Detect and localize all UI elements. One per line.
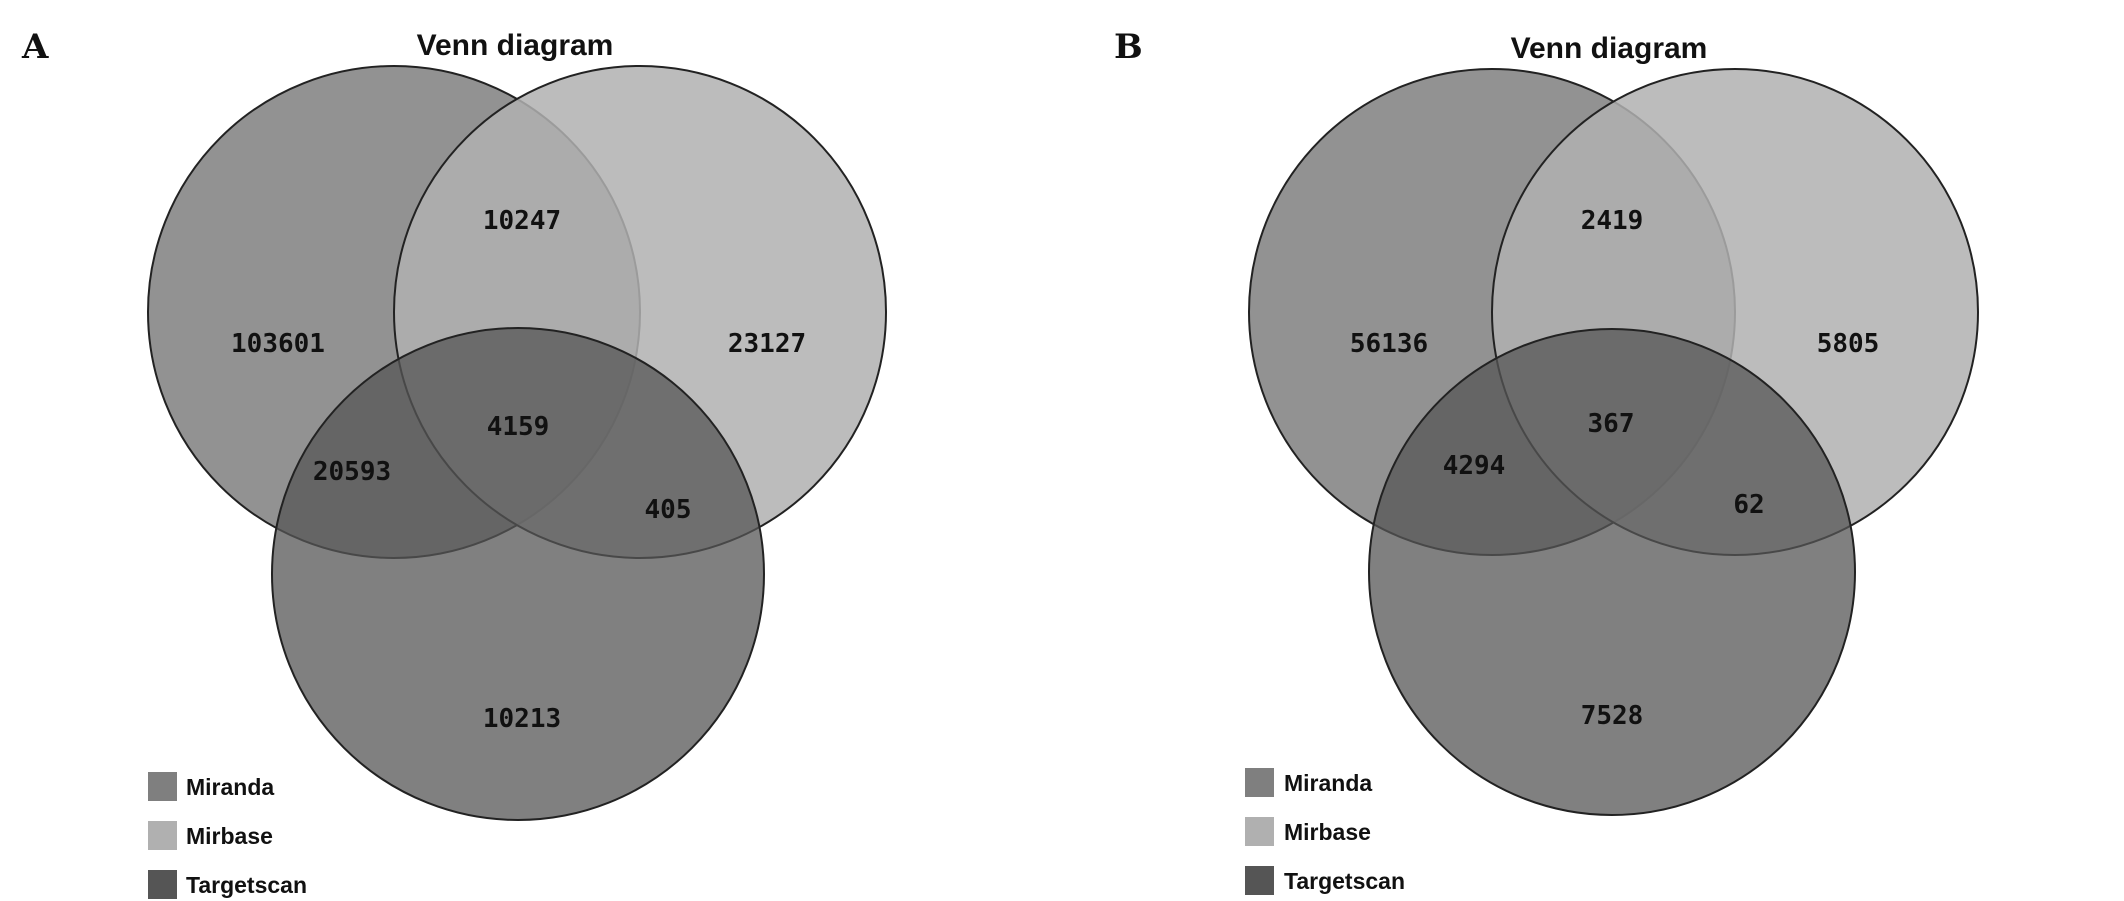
region-targetscan-only: 7528 <box>1581 701 1644 731</box>
region-mirbase-targetscan: 62 <box>1733 490 1764 520</box>
region-targetscan-only: 10213 <box>483 704 561 734</box>
venn-diagram-a: A Venn diagram 103601 23127 10213 10247 … <box>21 27 887 899</box>
legend-swatch-targetscan <box>148 870 177 899</box>
legend-label-targetscan: Targetscan <box>1284 868 1405 894</box>
legend-swatch-mirbase <box>148 821 177 850</box>
panel-label: A <box>21 27 49 67</box>
legend-label-miranda: Miranda <box>186 774 274 800</box>
region-miranda-only: 103601 <box>231 329 325 359</box>
legend-swatch-mirbase <box>1245 817 1274 846</box>
region-all-three: 367 <box>1588 409 1635 439</box>
region-mirbase-only: 23127 <box>728 329 806 359</box>
region-all-three: 4159 <box>487 412 550 442</box>
region-miranda-mirbase: 2419 <box>1581 206 1644 236</box>
region-miranda-only: 56136 <box>1350 329 1428 359</box>
targetscan-circle <box>1368 328 1856 816</box>
legend-swatch-miranda <box>1245 768 1274 797</box>
legend-label-targetscan: Targetscan <box>186 872 307 898</box>
venn-panel-b: B Venn diagram 56136 5805 7528 2419 4294… <box>1062 0 2124 901</box>
venn-diagram-b: B Venn diagram 56136 5805 7528 2419 4294… <box>1114 27 1979 895</box>
targetscan-circle <box>271 327 765 821</box>
legend-swatch-miranda <box>148 772 177 801</box>
legend-label-miranda: Miranda <box>1284 770 1372 796</box>
diagram-title: Venn diagram <box>417 29 614 62</box>
legend-label-mirbase: Mirbase <box>1284 819 1371 845</box>
region-mirbase-only: 5805 <box>1817 329 1880 359</box>
region-mirbase-targetscan: 405 <box>645 495 692 525</box>
region-miranda-targetscan: 4294 <box>1443 451 1506 481</box>
region-miranda-mirbase: 10247 <box>483 206 561 236</box>
legend-label-mirbase: Mirbase <box>186 823 273 849</box>
panel-label: B <box>1114 27 1143 67</box>
legend: Miranda Mirbase Targetscan <box>1245 768 1405 895</box>
legend-swatch-targetscan <box>1245 866 1274 895</box>
region-miranda-targetscan: 20593 <box>313 457 391 487</box>
diagram-title: Venn diagram <box>1511 32 1708 65</box>
venn-panel-a: A Venn diagram 103601 23127 10213 10247 … <box>21 27 887 899</box>
legend: Miranda Mirbase Targetscan <box>148 772 307 899</box>
